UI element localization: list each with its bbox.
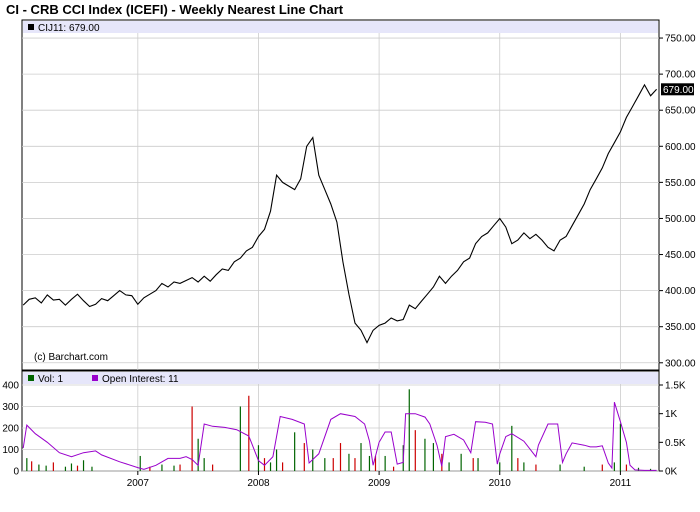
volume-left-tick-label: 400 <box>2 381 19 392</box>
volume-panel: Vol: 1 Open Interest: 11 400 300 200 100 0 1… <box>2 370 686 478</box>
volume-legend-label: Vol: 1 <box>38 374 63 385</box>
price-tick-label: 300.00 <box>665 358 696 369</box>
chart-title: CI - CRB CCI Index (ICEFI) - Weekly Near… <box>6 2 344 17</box>
price-tick-label: 650.00 <box>665 106 696 117</box>
price-tick-label: 750.00 <box>665 34 696 45</box>
x-axis: 2007 2008 2009 2010 2011 <box>127 471 632 489</box>
last-price-box <box>661 83 694 96</box>
x-tick-label: 2010 <box>489 478 512 489</box>
volume-right-tick-label: 1.5K <box>665 381 686 392</box>
price-tick-label: 600.00 <box>665 142 696 153</box>
price-legend-band <box>23 21 658 33</box>
price-tick-label: 550.00 <box>665 178 696 189</box>
price-plot-frame <box>21 19 660 371</box>
x-tick-label: 2008 <box>247 478 270 489</box>
price-tick-label: 500.00 <box>665 214 696 225</box>
volume-left-tick-label: 100 <box>2 445 19 456</box>
volume-right-tick-label: 0.5K <box>665 438 686 449</box>
price-grid <box>22 33 659 370</box>
volume-left-tick-label: 300 <box>2 402 19 413</box>
volume-right-tick-label: 0K <box>665 467 678 478</box>
volume-legend-band <box>23 372 658 384</box>
price-tick-label: 700.00 <box>665 70 696 81</box>
price-line <box>22 83 658 344</box>
volume-left-axis: 400 300 200 100 0 <box>2 381 19 478</box>
price-legend-swatch <box>28 24 34 30</box>
open-interest-legend-swatch <box>92 375 98 381</box>
price-legend-label: CIJ11: 679.00 <box>38 23 100 34</box>
price-panel: CIJ11: 679.00 (c) Barchart.com 750.00 700… <box>21 19 696 371</box>
x-tick-label: 2007 <box>127 478 150 489</box>
volume-bars <box>26 389 652 471</box>
x-tick-label: 2011 <box>610 478 632 489</box>
volume-left-tick-label: 0 <box>13 467 19 478</box>
volume-legend-swatch <box>28 375 34 381</box>
price-y-axis: 750.00 700.00 650.00 600.00 550.00 500.00 450.… <box>659 34 696 369</box>
open-interest-line <box>22 402 657 471</box>
volume-right-axis: 1.5K 1K 0.5K 0K <box>659 381 686 478</box>
volume-left-tick-label: 200 <box>2 424 19 435</box>
open-interest-legend-label: Open Interest: 11 <box>102 374 179 385</box>
price-tick-label: 400.00 <box>665 286 696 297</box>
price-tick-label: 350.00 <box>665 322 696 333</box>
volume-right-tick-label: 1K <box>665 409 678 420</box>
watermark: (c) Barchart.com <box>34 352 108 363</box>
last-price-label: 679.00 <box>663 85 694 96</box>
price-tick-label: 450.00 <box>665 250 696 261</box>
x-tick-label: 2009 <box>368 478 391 489</box>
